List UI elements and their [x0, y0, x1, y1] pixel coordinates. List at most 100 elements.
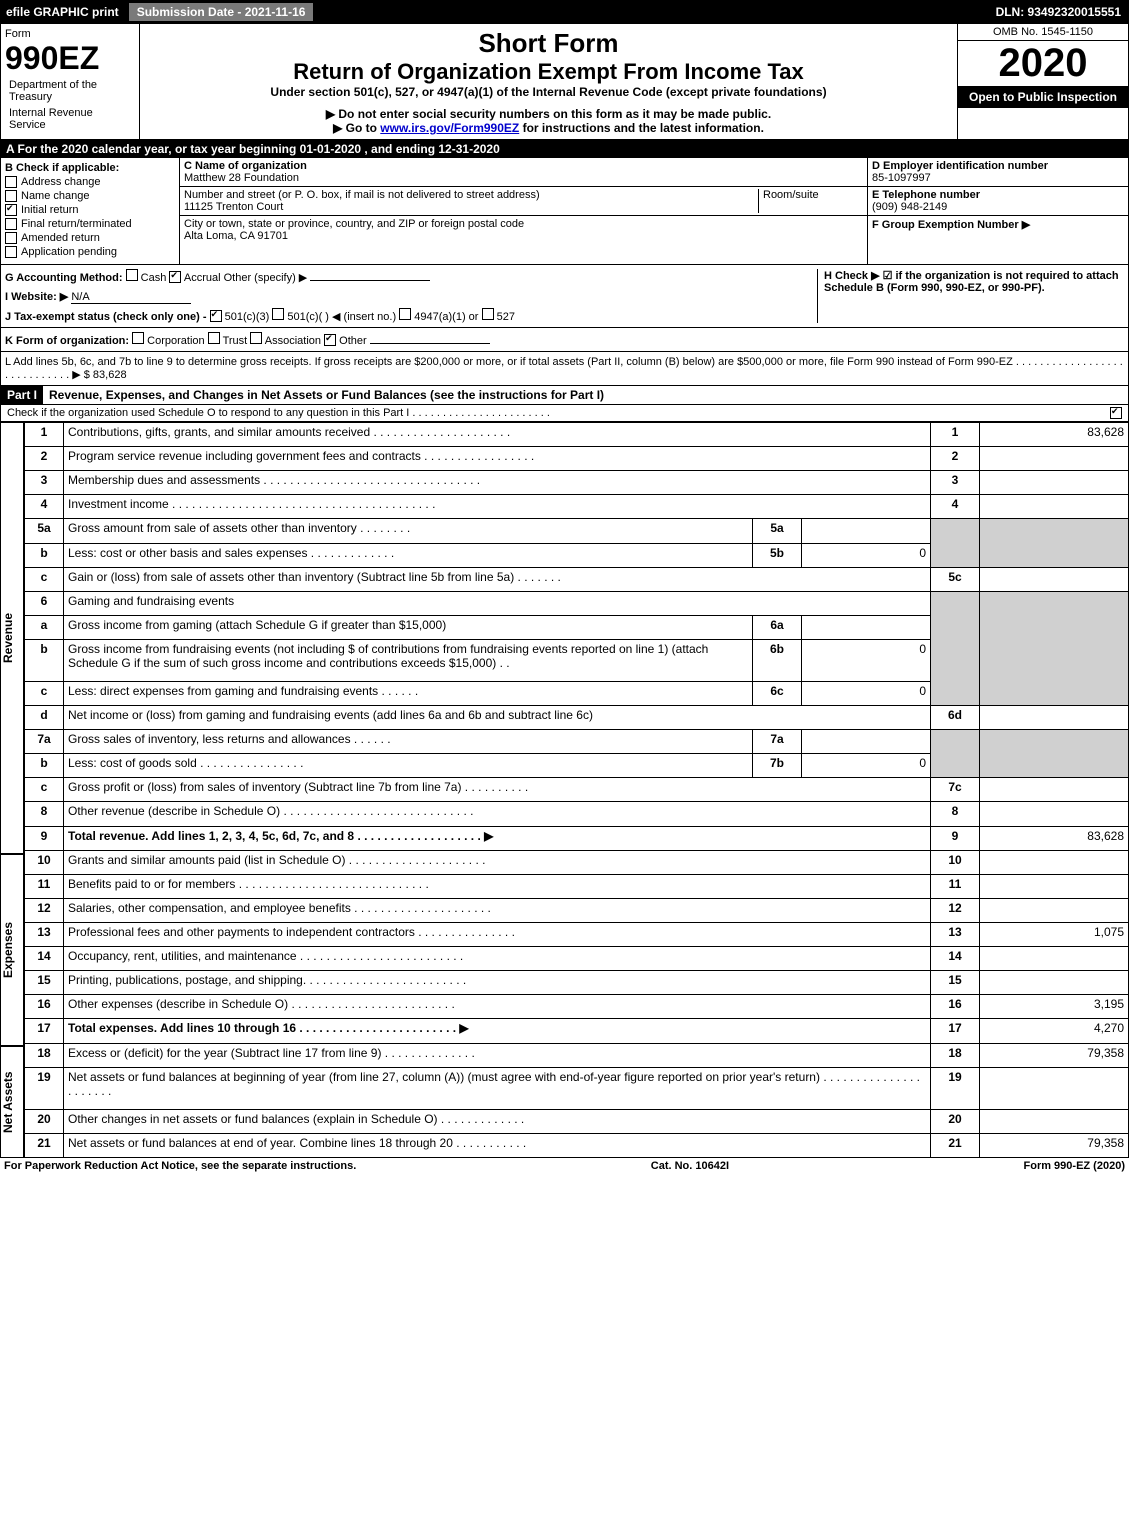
open-public: Open to Public Inspection [958, 86, 1128, 108]
note-2: ▶ Go to www.irs.gov/Form990EZ for instru… [144, 121, 953, 135]
revenue-label: Revenue [0, 422, 24, 854]
website: N/A [71, 291, 191, 304]
line-3: 3Membership dues and assessments . . . .… [25, 471, 1129, 495]
part1-check-row: Check if the organization used Schedule … [0, 405, 1129, 422]
submission-date: Submission Date - 2021-11-16 [129, 3, 314, 21]
line-17: 17Total expenses. Add lines 10 through 1… [25, 1019, 1129, 1043]
line-13: 13Professional fees and other payments t… [25, 922, 1129, 946]
cb-address[interactable]: Address change [5, 176, 175, 188]
cb-trust[interactable] [208, 332, 220, 344]
dln: DLN: 93492320015551 [996, 5, 1129, 19]
k-row: K Form of organization: Corporation Trus… [0, 328, 1129, 352]
f-label: F Group Exemption Number ▶ [872, 219, 1030, 231]
note2-post: for instructions and the latest informat… [519, 121, 764, 135]
irs: Internal Revenue Service [5, 105, 135, 133]
footer-right: Form 990-EZ (2020) [1024, 1160, 1125, 1172]
irs-link[interactable]: www.irs.gov/Form990EZ [380, 121, 519, 135]
cb-final[interactable]: Final return/terminated [5, 218, 175, 230]
ein-row: D Employer identification number 85-1097… [868, 158, 1128, 187]
info-block: B Check if applicable: Address change Na… [0, 158, 1129, 265]
line-7c: cGross profit or (loss) from sales of in… [25, 778, 1129, 802]
cb-name[interactable]: Name change [5, 190, 175, 202]
group-row: F Group Exemption Number ▶ [868, 216, 1128, 233]
line-12: 12Salaries, other compensation, and empl… [25, 898, 1129, 922]
lines-table: 1Contributions, gifts, grants, and simil… [24, 422, 1129, 1158]
other-underline [310, 280, 430, 281]
l-row: L Add lines 5b, 6c, and 7b to line 9 to … [0, 352, 1129, 386]
cb-initial[interactable]: Initial return [5, 204, 175, 216]
city-label: City or town, state or province, country… [184, 218, 524, 230]
cb-part1-scho[interactable] [1110, 407, 1122, 419]
i-row: I Website: ▶ N/A [5, 290, 817, 304]
line-18: 18Excess or (deficit) for the year (Subt… [25, 1043, 1129, 1067]
tax-year-bar: A For the 2020 calendar year, or tax yea… [0, 140, 1129, 158]
line-4: 4Investment income . . . . . . . . . . .… [25, 495, 1129, 519]
cb-corp[interactable] [132, 332, 144, 344]
note2-pre: ▶ Go to [333, 121, 380, 135]
c-label: C Name of organization [184, 160, 307, 172]
cb-other[interactable] [324, 334, 336, 346]
h-box: H Check ▶ ☑ if the organization is not r… [817, 269, 1124, 323]
room-label: Room/suite [763, 189, 819, 201]
phone: (909) 948-2149 [872, 201, 947, 213]
org-info: C Name of organization Matthew 28 Founda… [180, 158, 867, 264]
tax-year: 2020 [958, 41, 1128, 86]
line-14: 14Occupancy, rent, utilities, and mainte… [25, 947, 1129, 971]
checkbox-section: B Check if applicable: Address change Na… [1, 158, 180, 264]
header-right: OMB No. 1545-1150 2020 Open to Public In… [958, 24, 1128, 139]
form-number: 990EZ [5, 40, 135, 77]
line-6d: dNet income or (loss) from gaming and fu… [25, 705, 1129, 729]
line-20: 20Other changes in net assets or fund ba… [25, 1109, 1129, 1133]
cb-assoc[interactable] [250, 332, 262, 344]
line-5a: 5aGross amount from sale of assets other… [25, 519, 1129, 543]
form-label: Form [5, 28, 135, 40]
line-10: 10Grants and similar amounts paid (list … [25, 850, 1129, 874]
org-name: Matthew 28 Foundation [184, 172, 299, 184]
part1-label: Part I [1, 386, 43, 404]
footer: For Paperwork Reduction Act Notice, see … [0, 1158, 1129, 1174]
subtitle: Under section 501(c), 527, or 4947(a)(1)… [144, 85, 953, 99]
street: 11125 Trenton Court [184, 201, 283, 213]
efile-label: efile GRAPHIC print [0, 3, 125, 21]
line-5c: cGain or (loss) from sale of assets othe… [25, 567, 1129, 591]
g-row: G Accounting Method: Cash Accrual Other … [5, 269, 817, 284]
line-16: 16Other expenses (describe in Schedule O… [25, 995, 1129, 1019]
city-row: City or town, state or province, country… [180, 216, 867, 244]
line-21: 21Net assets or fund balances at end of … [25, 1133, 1129, 1157]
phone-row: E Telephone number (909) 948-2149 [868, 187, 1128, 216]
line-1: 1Contributions, gifts, grants, and simil… [25, 423, 1129, 447]
line-2: 2Program service revenue including gover… [25, 447, 1129, 471]
b-label: B Check if applicable: [5, 162, 175, 174]
dept: Department of the Treasury [5, 77, 135, 105]
j-row: J Tax-exempt status (check only one) - 5… [5, 308, 817, 323]
line-8: 8Other revenue (describe in Schedule O) … [25, 802, 1129, 826]
header-center: Short Form Return of Organization Exempt… [140, 24, 958, 139]
footer-center: Cat. No. 10642I [651, 1160, 729, 1172]
omb: OMB No. 1545-1150 [958, 24, 1128, 41]
street-row: Number and street (or P. O. box, if mail… [180, 187, 867, 216]
header-left: Form 990EZ Department of the Treasury In… [1, 24, 140, 139]
cb-501c3[interactable] [210, 310, 222, 322]
k-other-underline [370, 343, 490, 344]
line-11: 11Benefits paid to or for members . . . … [25, 874, 1129, 898]
street-label: Number and street (or P. O. box, if mail… [184, 189, 540, 201]
note-1: ▶ Do not enter social security numbers o… [144, 107, 953, 121]
line-15: 15Printing, publications, postage, and s… [25, 971, 1129, 995]
cb-501c[interactable] [272, 308, 284, 320]
line-7a: 7aGross sales of inventory, less returns… [25, 730, 1129, 754]
section-ghijkl: G Accounting Method: Cash Accrual Other … [0, 265, 1129, 328]
expenses-label: Expenses [0, 854, 24, 1046]
cb-527[interactable] [482, 308, 494, 320]
form-header: Form 990EZ Department of the Treasury In… [0, 24, 1129, 140]
right-info: D Employer identification number 85-1097… [867, 158, 1128, 264]
part1-title: Revenue, Expenses, and Changes in Net As… [43, 386, 1128, 404]
cb-4947[interactable] [399, 308, 411, 320]
cb-amended[interactable]: Amended return [5, 232, 175, 244]
footer-left: For Paperwork Reduction Act Notice, see … [4, 1160, 356, 1172]
cb-pending[interactable]: Application pending [5, 246, 175, 258]
cb-accrual[interactable] [169, 271, 181, 283]
d-label: D Employer identification number [872, 160, 1048, 172]
cb-cash[interactable] [126, 269, 138, 281]
org-name-row: C Name of organization Matthew 28 Founda… [180, 158, 867, 187]
line-9: 9Total revenue. Add lines 1, 2, 3, 4, 5c… [25, 826, 1129, 850]
